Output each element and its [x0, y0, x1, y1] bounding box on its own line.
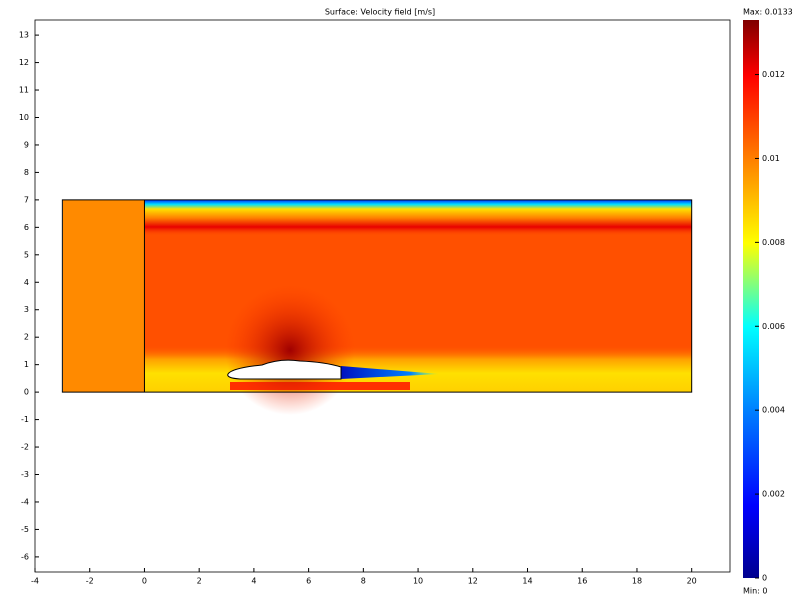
- y-tick-label: 11: [19, 86, 29, 95]
- field-wake: [341, 366, 440, 379]
- colorbar-min: Min: 0: [743, 587, 768, 596]
- x-tick-label: 18: [632, 577, 642, 586]
- x-tick-label: 16: [577, 577, 587, 586]
- x-tick-label: 20: [687, 577, 697, 586]
- colorbar: [743, 20, 759, 578]
- y-tick-label: -6: [21, 552, 29, 561]
- field-inlet: [63, 200, 145, 392]
- y-tick-label: -5: [21, 525, 29, 534]
- chart-title: Surface: Velocity field [m/s]: [325, 8, 435, 17]
- car-body: [227, 359, 342, 380]
- x-tick-label: 12: [468, 577, 478, 586]
- y-tick-label: -3: [21, 470, 29, 479]
- colorbar-tick-label: 0.004: [762, 406, 785, 415]
- x-tick-label: -4: [31, 577, 39, 586]
- field: [63, 200, 692, 415]
- y-tick-label: 10: [19, 113, 29, 122]
- x-tick-label: 6: [306, 577, 311, 586]
- y-tick-label: 8: [24, 168, 29, 177]
- x-tick-label: -2: [86, 577, 94, 586]
- colorbar-tick-label: 0.012: [762, 70, 785, 79]
- y-tick-label: -2: [21, 443, 29, 452]
- colorbar-tick-label: 0.01: [762, 154, 780, 163]
- colorbar-tick-label: 0.006: [762, 322, 785, 331]
- y-tick-label: 5: [24, 250, 29, 259]
- field-peak: [225, 285, 355, 415]
- y-tick-label: -4: [21, 497, 29, 506]
- y-tick-label: 6: [24, 223, 29, 232]
- colorbar-max: Max: 0.0133: [743, 8, 793, 17]
- y-tick-label: 13: [19, 31, 29, 40]
- x-tick-label: 2: [197, 577, 202, 586]
- colorbar-tick-label: 0.002: [762, 490, 785, 499]
- y-tick-label: 4: [24, 278, 29, 287]
- y-tick-label: 12: [19, 58, 29, 67]
- y-tick-label: 9: [24, 140, 29, 149]
- field-top: [145, 200, 692, 236]
- y-tick-label: 0: [24, 388, 29, 397]
- y-tick-label: 2: [24, 333, 29, 342]
- colorbar-tick-label: 0: [762, 574, 767, 583]
- x-tick-label: 10: [413, 577, 423, 586]
- y-tick-label: -1: [21, 415, 29, 424]
- colorbar-tick-label: 0.008: [762, 238, 785, 247]
- domain-outline: [61, 199, 693, 393]
- y-tick-label: 7: [24, 195, 29, 204]
- y-tick-label: 1: [24, 360, 29, 369]
- y-tick-label: 3: [24, 305, 29, 314]
- x-tick-label: 0: [142, 577, 147, 586]
- x-tick-label: 4: [251, 577, 256, 586]
- x-tick-label: 14: [522, 577, 532, 586]
- x-tick-label: 8: [361, 577, 366, 586]
